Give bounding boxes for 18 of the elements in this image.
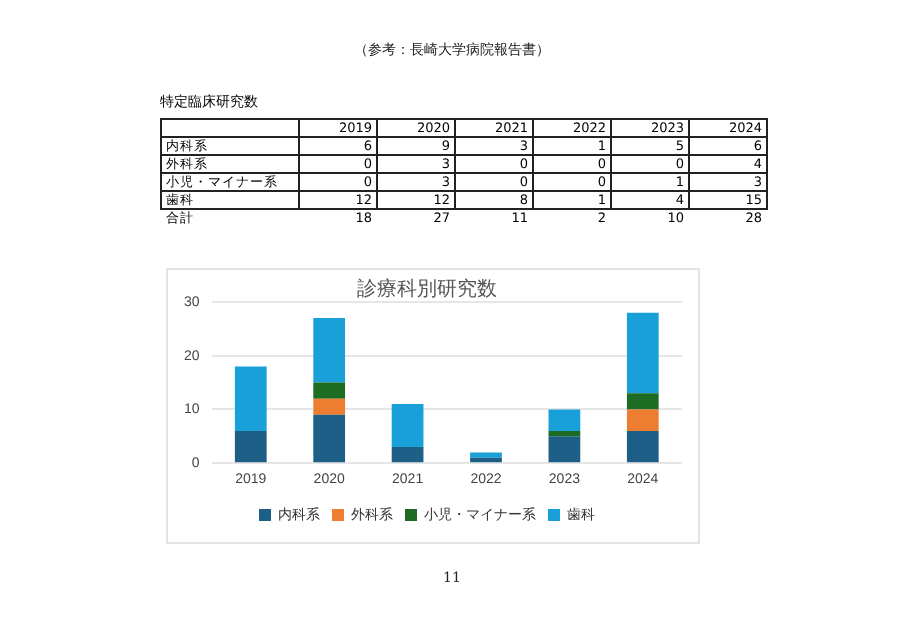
bar: [548, 409, 581, 431]
bar: [626, 312, 659, 394]
bar: [313, 398, 346, 415]
bar: [234, 430, 267, 463]
bar: [391, 447, 424, 463]
bar: [626, 409, 659, 431]
bar: [234, 366, 267, 431]
bar: [470, 457, 502, 463]
bar: [470, 452, 502, 458]
bar: [313, 318, 346, 383]
chart-title: 診療科別研究数: [357, 277, 497, 302]
bar: [391, 404, 424, 448]
bar: [626, 430, 659, 463]
bar: [548, 436, 581, 463]
bar: [548, 430, 581, 437]
bar: [626, 393, 659, 410]
bar: [313, 382, 346, 399]
bar: [313, 414, 346, 463]
